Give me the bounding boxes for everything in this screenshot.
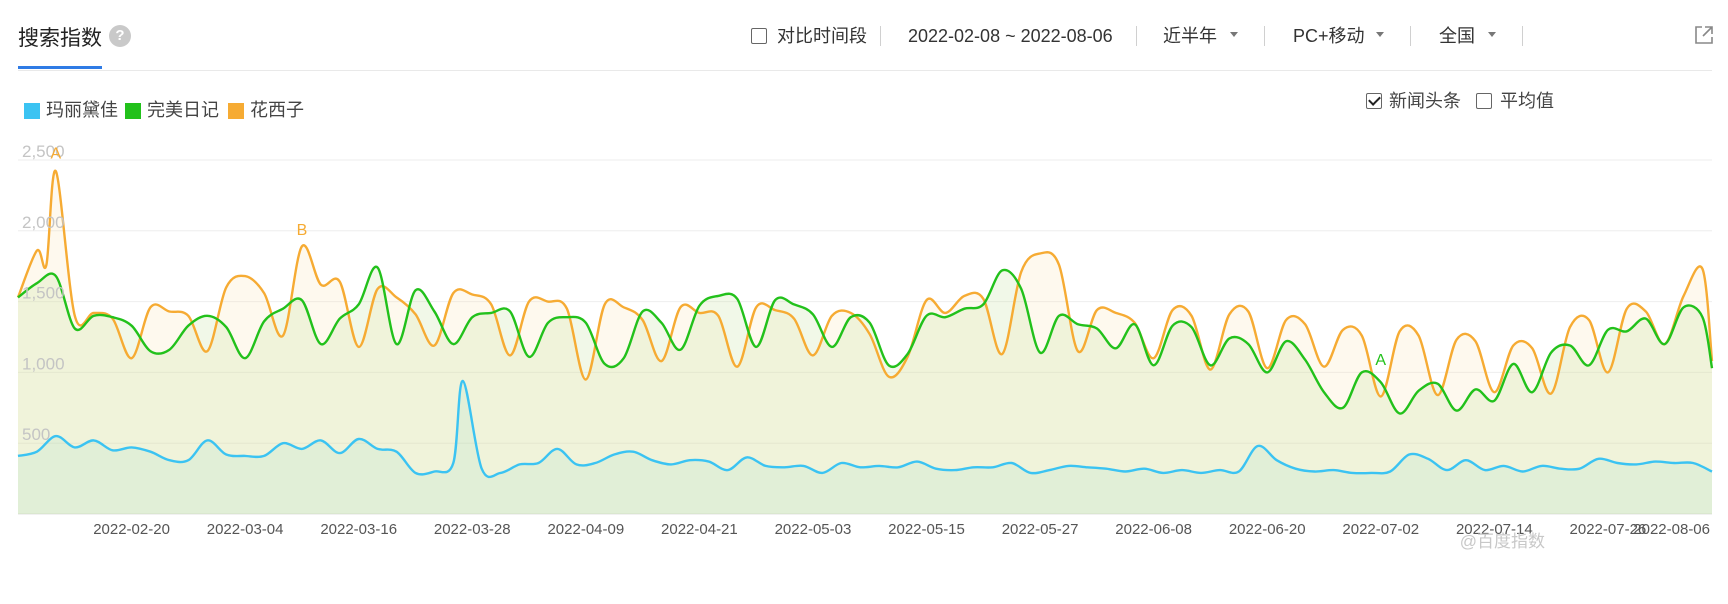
annotation-marker[interactable]: B: [297, 222, 308, 239]
compare-label[interactable]: 对比时间段: [777, 26, 867, 46]
y-tick-label: 1,000: [22, 354, 65, 373]
x-tick-label: 2022-07-26: [1570, 521, 1647, 538]
region-select[interactable]: 全国: [1439, 26, 1475, 46]
page-title: 搜索指数: [18, 27, 102, 50]
news-checkbox[interactable]: [1366, 93, 1382, 109]
chevron-down-icon[interactable]: [1230, 32, 1238, 37]
help-icon[interactable]: ?: [109, 25, 131, 47]
annotation-marker[interactable]: A: [1375, 352, 1386, 369]
x-tick-label: 2022-07-14: [1456, 521, 1533, 538]
legend-swatch-perfect-diary: [125, 103, 141, 119]
separator: [1136, 26, 1137, 46]
y-tick-label: 500: [22, 425, 50, 444]
date-range-picker[interactable]: 2022-02-08 ~ 2022-08-06: [908, 26, 1113, 46]
legend-item-marie-dalgar[interactable]: 玛丽黛佳: [46, 100, 118, 120]
news-label[interactable]: 新闻头条: [1389, 91, 1461, 111]
x-tick-label: 2022-06-20: [1229, 521, 1306, 538]
x-tick-label: 2022-06-08: [1115, 521, 1192, 538]
y-tick-label: 2,000: [22, 213, 65, 232]
x-tick-label: 2022-07-02: [1342, 521, 1419, 538]
device-select[interactable]: PC+移动: [1293, 26, 1365, 46]
legend-swatch-florasis: [228, 103, 244, 119]
title-underline: [18, 66, 102, 69]
separator: [880, 26, 881, 46]
chevron-down-icon[interactable]: [1488, 32, 1496, 37]
x-tick-label: 2022-03-16: [320, 521, 397, 538]
header: 搜索指数 ? 对比时间段 2022-02-08 ~ 2022-08-06 近半年…: [0, 0, 1728, 72]
x-tick-label: 2022-04-21: [661, 521, 738, 538]
legend-swatch-marie-dalgar: [24, 103, 40, 119]
separator: [1522, 26, 1523, 46]
period-select[interactable]: 近半年: [1163, 26, 1217, 46]
y-tick-label: 1,500: [22, 284, 65, 303]
x-tick-label: 2022-03-28: [434, 521, 511, 538]
external-link-icon[interactable]: [1694, 25, 1714, 45]
x-tick-label: 2022-05-27: [1002, 521, 1079, 538]
x-tick-label: 2022-02-20: [93, 521, 170, 538]
legend-item-perfect-diary[interactable]: 完美日记: [147, 100, 219, 120]
average-checkbox[interactable]: [1476, 93, 1492, 109]
x-tick-label: 2022-05-03: [775, 521, 852, 538]
x-tick-label: 2022-03-04: [207, 521, 284, 538]
series-area-0: [18, 380, 1712, 514]
series-area-2: [18, 170, 1712, 514]
compare-checkbox[interactable]: [751, 28, 767, 44]
x-tick-label: 2022-04-09: [547, 521, 624, 538]
x-tick-label: 2022-05-15: [888, 521, 965, 538]
header-divider: [18, 70, 1712, 71]
series-line-2[interactable]: [16, 170, 1714, 398]
watermark: @百度指数: [1460, 532, 1545, 551]
x-tick-label: 2022-08-06: [1633, 521, 1710, 538]
legend-item-florasis[interactable]: 花西子: [250, 100, 304, 120]
y-tick-label: 2,500: [22, 142, 65, 161]
series-line-0[interactable]: [17, 379, 1713, 479]
chevron-down-icon[interactable]: [1376, 32, 1384, 37]
series-line-1[interactable]: [17, 265, 1714, 415]
average-label[interactable]: 平均值: [1500, 91, 1554, 111]
separator: [1264, 26, 1265, 46]
separator: [1410, 26, 1411, 46]
annotation-marker[interactable]: A: [51, 145, 62, 162]
